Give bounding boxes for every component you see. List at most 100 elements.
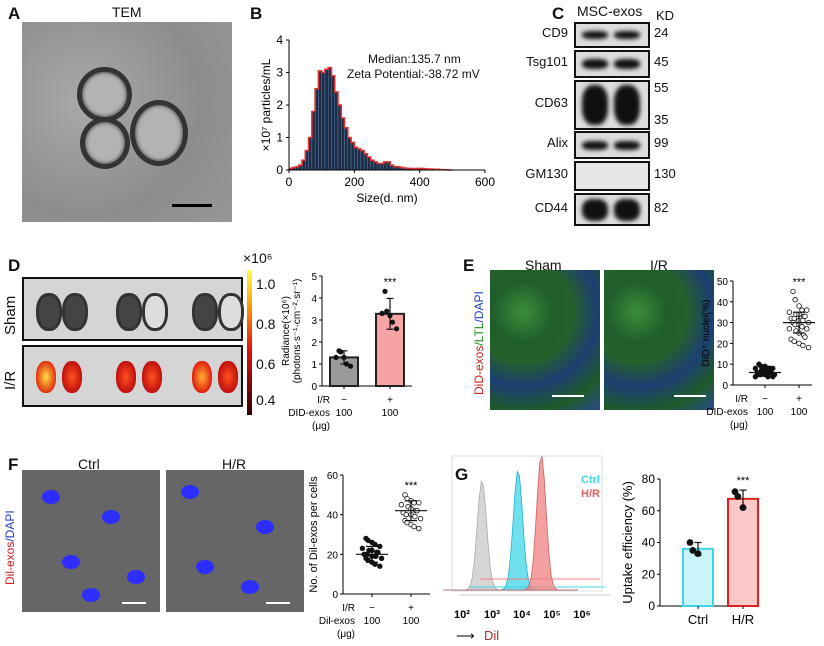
y-tick-label: 40 [642, 536, 656, 550]
x-tick-label: Ctrl [688, 612, 708, 627]
fluorescence-image-sham [490, 270, 600, 410]
x-tick-label: H/R [732, 612, 754, 627]
data-point [379, 310, 385, 317]
y-tick-label: 20 [327, 550, 339, 561]
kd-marker: 82 [654, 199, 669, 215]
y-tick-label: 3 [311, 316, 317, 327]
category-value: 100 [791, 407, 808, 418]
histogram-bar [327, 67, 332, 171]
blot-label: CD9 [541, 25, 568, 40]
category-value: − [762, 394, 768, 405]
stain-green: /LTL [472, 322, 486, 346]
x-tick-label: 10⁴ [513, 609, 531, 621]
blot-label: CD63 [534, 95, 568, 110]
kidney [62, 361, 82, 393]
y-tick-label: 3 [276, 66, 283, 80]
x-tick-label: 400 [410, 175, 430, 189]
histogram-outline [289, 66, 453, 171]
nucleus [102, 510, 120, 524]
band [582, 198, 608, 221]
x-tick-label: 10⁵ [543, 609, 560, 621]
colorbar-exponent: ×10⁶ [243, 250, 273, 266]
kidney [192, 361, 212, 393]
blot-label: Tsg101 [526, 54, 568, 69]
histogram-bar [321, 72, 326, 171]
category-value: 100 [364, 616, 381, 627]
vesicle [130, 100, 188, 166]
histogram-peak [443, 456, 578, 591]
row-label: DID-exos [706, 407, 748, 418]
col-label-sham: Sham [525, 257, 562, 273]
data-point [689, 547, 697, 554]
nucleus [127, 570, 145, 584]
blot-cd9 [574, 22, 650, 48]
y-tick-label: 2 [276, 98, 283, 112]
bar [727, 497, 759, 607]
data-point [792, 297, 798, 303]
histogram-bar [380, 163, 384, 171]
stain-label-e: DiD-exos/LTL/DAPI [472, 291, 486, 395]
nucleus [42, 490, 60, 504]
row-label: Dil-exos [319, 616, 355, 627]
did-nuclei-chart: 0 10 20 30 40 50 DID⁺ nuclei(%) *** I/R − + DID-exo… [701, 276, 815, 431]
msc-exos-header: MSC-exos [577, 3, 643, 19]
y-tick-label: 30 [717, 319, 729, 330]
dil-exos-per-cell-chart: 0 20 40 60 No. of Dil-exos per cells *** I/R − +… [308, 471, 430, 640]
y-tick-label: 0 [722, 381, 728, 392]
blot-tsg101 [574, 50, 650, 78]
kd-unit: KD [656, 8, 675, 23]
data-point [800, 342, 806, 349]
histogram-bar [376, 163, 381, 171]
data-point [377, 563, 383, 569]
kidney [116, 361, 136, 393]
zeta-text: Zeta Potential:-38.72 mV [347, 67, 480, 81]
x-tick-label: 10³ [484, 609, 500, 621]
kidney [192, 293, 218, 331]
legend-ctrl: Ctrl [581, 474, 600, 486]
data-point [790, 288, 796, 295]
flow-cytometry-histogram: 10² 10³ 10⁴ 10⁵ 10⁶ Ctrl H/R ⟶ Dil [443, 455, 610, 643]
y-tick-label: 80 [642, 472, 656, 486]
arrow-icon: ⟶ [456, 628, 475, 643]
y-tick-label: 60 [642, 504, 656, 518]
blot-alix [574, 131, 650, 159]
data-point [411, 523, 417, 530]
blot-gm130 [574, 161, 650, 191]
y-axis-label: DID⁺ nuclei(%) [701, 300, 712, 367]
x-axis-label: Dil [484, 628, 499, 643]
colorbar [247, 270, 252, 415]
histogram-bar [324, 69, 329, 171]
stain-blue: /DAPI [3, 510, 17, 542]
data-point [378, 555, 385, 561]
legend-hr: H/R [581, 488, 600, 500]
data-point [389, 319, 396, 325]
size-distribution-chart: 0 200 400 600 0 1 2 3 4 Size(d. nm) ×10⁷ particles… [259, 33, 495, 205]
data-point [802, 334, 808, 340]
uptake-efficiency-chart: 0 20 40 60 80 Uptake efficiency (%) *** Ctrl H/R [620, 472, 759, 627]
nucleus [256, 520, 274, 534]
scale-bar [552, 395, 584, 397]
row-label: I/R [317, 395, 330, 406]
band [614, 31, 640, 39]
panel-label-a: A [8, 4, 21, 23]
nucleus [82, 588, 100, 602]
data-point [805, 344, 812, 351]
y-tick-label: 0 [648, 599, 655, 613]
kd-marker: 55 [654, 80, 669, 95]
y-tick-label: 40 [717, 298, 729, 309]
y-tick-label: 20 [717, 339, 729, 350]
kd-marker: 24 [654, 25, 669, 40]
data-point [384, 308, 390, 314]
kidney [36, 293, 62, 331]
ivis-image-ir [22, 345, 243, 407]
kd-marker: 45 [654, 54, 669, 69]
band [582, 140, 608, 150]
kidney [218, 361, 238, 393]
x-tick-label: 0 [286, 175, 293, 189]
stain-blue: /DAPI [472, 291, 486, 323]
category-value: 100 [336, 408, 353, 419]
row-label: (μg) [312, 421, 330, 432]
col-label-hr: H/R [222, 456, 247, 472]
data-point [791, 338, 797, 345]
stain-label-f: Dil-exos/DAPI [3, 510, 17, 585]
